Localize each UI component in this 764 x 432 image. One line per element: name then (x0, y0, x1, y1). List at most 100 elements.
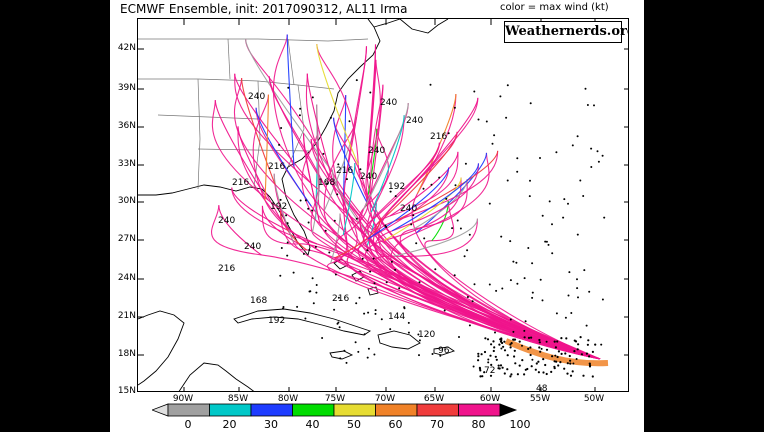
track-hour-label: 144 (388, 312, 405, 322)
track-hour-label: 216 (430, 132, 447, 142)
track-point (453, 106, 456, 109)
ensemble-track-tail (368, 142, 440, 223)
track-point (372, 257, 375, 260)
track-point (366, 249, 369, 252)
track-point (430, 183, 433, 186)
track-point (565, 337, 568, 340)
colorbar-bin (375, 403, 418, 417)
track-point (563, 198, 566, 201)
track-point (503, 372, 506, 375)
track-point (385, 281, 388, 284)
colorbar-tick-label: 100 (509, 418, 531, 431)
track-point (348, 120, 351, 123)
track-point (577, 343, 580, 346)
track-hour-label: 240 (218, 216, 235, 226)
track-point (315, 284, 318, 286)
track-point (506, 368, 509, 371)
track-point (324, 229, 327, 232)
track-point (479, 369, 482, 372)
track-point (355, 302, 358, 305)
track-point (464, 162, 467, 165)
track-point (588, 364, 592, 367)
track-point (567, 294, 570, 297)
lon-label: 55W (529, 394, 551, 404)
track-point (345, 361, 348, 364)
track-point (500, 235, 503, 238)
track-point (367, 347, 370, 350)
ensemble-track-tail (333, 117, 368, 204)
track-point (545, 348, 549, 351)
track-point (576, 278, 578, 281)
track-point (322, 152, 325, 155)
track-point (410, 223, 413, 226)
track-point (309, 290, 312, 293)
ensemble-track-tail (366, 44, 377, 167)
ensemble-tracks (211, 34, 609, 378)
ensemble-track-tail (316, 44, 359, 166)
ensemble-track (233, 78, 601, 360)
colorbar-tick-label: 60 (388, 418, 403, 431)
track-point (311, 277, 314, 280)
track-point (458, 336, 460, 338)
track-point (357, 350, 360, 353)
track-point (584, 87, 587, 90)
colorbar-tick-label: 70 (430, 418, 444, 431)
track-point (466, 249, 469, 252)
track-point (509, 343, 512, 346)
track-point (591, 350, 594, 353)
track-point (314, 245, 317, 248)
track-point (531, 262, 534, 265)
ensemble-track-tail (369, 84, 384, 202)
track-point (479, 375, 482, 378)
track-point (529, 179, 531, 182)
track-point (407, 321, 410, 324)
track-point (423, 237, 426, 240)
track-point (311, 96, 314, 99)
track-point (495, 289, 498, 292)
track-point (453, 274, 456, 277)
track-point (550, 370, 553, 373)
lat-label: 42N (117, 43, 136, 53)
track-point (494, 331, 496, 334)
track-point (512, 260, 515, 263)
track-point (539, 157, 541, 159)
track-point (287, 86, 290, 89)
track-point (542, 358, 545, 361)
ensemble-track-tail (286, 34, 295, 167)
track-point (471, 300, 474, 303)
track-point (488, 283, 491, 286)
track-point (484, 337, 487, 340)
track-point (472, 365, 475, 368)
track-point (296, 305, 299, 308)
track-point (390, 260, 393, 263)
track-point (307, 221, 310, 224)
track-point (518, 364, 521, 367)
track-point (459, 227, 462, 230)
lat-label: 18N (117, 349, 136, 359)
track-map: 2402402162402162401922402161921682162402… (138, 19, 628, 391)
track-point (394, 195, 397, 198)
track-point (336, 322, 339, 325)
state-border (257, 38, 369, 42)
ensemble-track (252, 94, 601, 360)
ensemble-track-tail (342, 163, 356, 236)
track-point (398, 287, 401, 290)
track-point (394, 268, 397, 271)
track-point (506, 354, 509, 357)
track-point (570, 312, 573, 314)
track-point (600, 343, 603, 346)
track-point (468, 324, 471, 327)
track-point (299, 199, 302, 202)
ensemble-track (367, 115, 601, 360)
track-point (369, 270, 372, 273)
track-point (337, 163, 340, 166)
track-point (524, 320, 527, 323)
track-point (590, 147, 593, 150)
track-point (554, 346, 557, 349)
track-point (516, 170, 519, 173)
ensemble-track-tail (367, 167, 450, 240)
track-point (499, 340, 503, 343)
track-point (514, 362, 517, 365)
track-point (506, 179, 509, 182)
track-point (557, 350, 560, 353)
